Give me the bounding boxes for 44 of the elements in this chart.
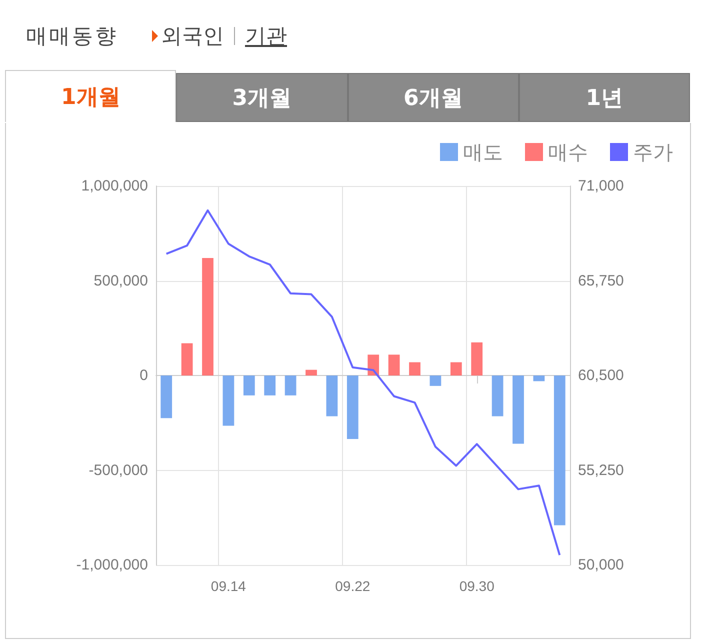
bar [284, 376, 296, 396]
bar [326, 376, 338, 416]
x-tick-label: 09.22 [335, 578, 370, 594]
bar [512, 376, 524, 444]
bar [264, 376, 276, 396]
y-tick-label: -500,000 [88, 462, 148, 479]
bar [430, 376, 442, 386]
y2-tick-label: 65,750 [578, 272, 624, 290]
text: 외국인 [161, 23, 224, 50]
bar [222, 376, 234, 426]
bar [533, 376, 545, 382]
y2-tick-label: 71,000 [578, 178, 624, 194]
bar [346, 376, 358, 439]
bar [409, 362, 420, 376]
bar [492, 376, 504, 416]
bar [160, 376, 172, 418]
text: 1년 [518, 73, 690, 122]
chart-title: 매매동향 [26, 23, 118, 50]
line-series [165, 209, 561, 556]
bar [306, 370, 317, 376]
text: 기관 [245, 23, 287, 50]
bar [554, 376, 566, 526]
bar [450, 362, 462, 376]
bar [471, 342, 483, 376]
y-tick-label: 1,000,000 [81, 178, 148, 194]
legend-label: 매수 [548, 140, 588, 164]
bar [388, 354, 400, 376]
bar [181, 343, 193, 376]
legend-label: 주가 [633, 140, 673, 164]
text: 3개월 [176, 73, 348, 122]
legend-label: 매도 [463, 140, 503, 164]
x-tick-label: 09.30 [459, 578, 495, 594]
y2-tick-label: 50,000 [578, 556, 624, 574]
y2-tick-label: 60,500 [578, 367, 624, 384]
bar [368, 354, 380, 376]
x-tick-label: 09.14 [210, 578, 246, 594]
bar [202, 258, 214, 376]
y-tick-label: -1,000,000 [76, 556, 148, 574]
y2-tick-label: 55,250 [578, 462, 624, 479]
text: 6개월 [348, 73, 519, 122]
y-tick-label: 0 [140, 367, 148, 384]
y-tick-label: 500,000 [94, 272, 148, 290]
bar [243, 376, 255, 396]
text: 1개월 [5, 70, 176, 122]
